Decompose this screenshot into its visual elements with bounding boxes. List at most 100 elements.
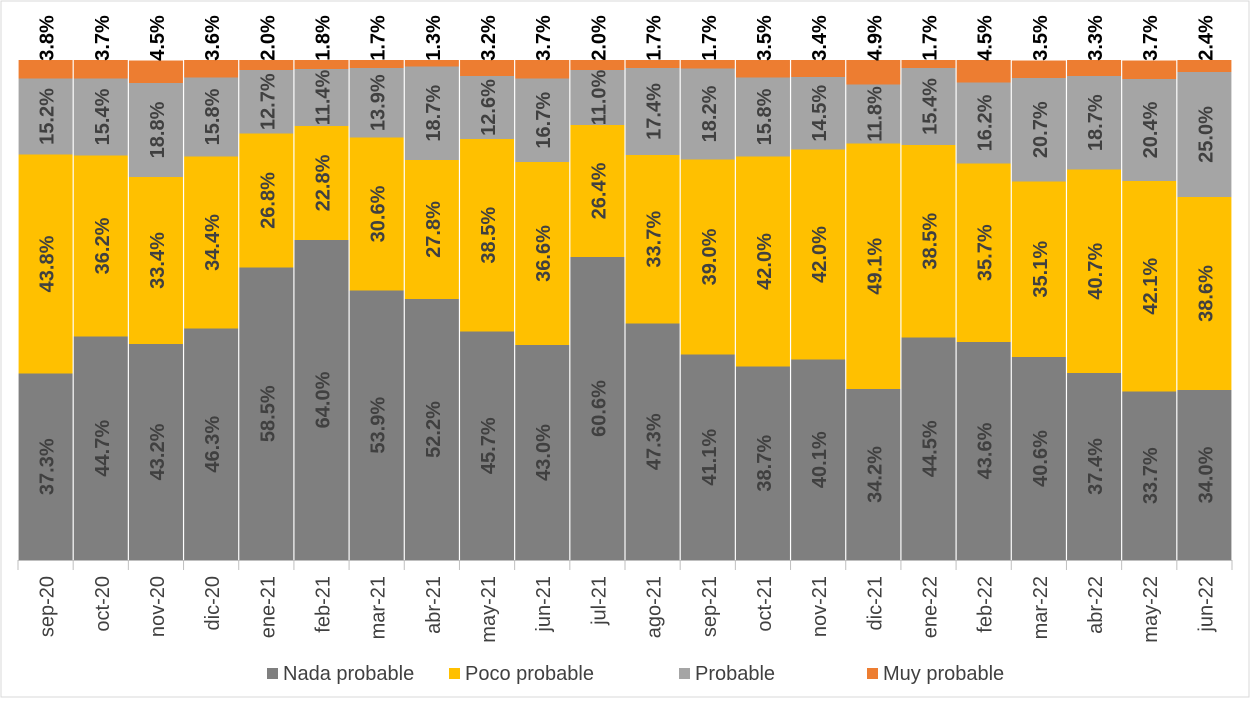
data-label-muy-probable: 4.5%: [147, 15, 169, 61]
bar-segment-muy-probable: [901, 60, 956, 68]
bar-segment-poco-probable: [901, 145, 956, 338]
bar-segment-probable: [1067, 76, 1122, 170]
data-label-poco-probable: 40.7%: [1085, 243, 1107, 300]
x-tick-label: mar-21: [368, 576, 390, 639]
x-tick-label: ene-21: [257, 576, 279, 638]
bar-segment-probable: [901, 68, 956, 145]
bar-segment-poco-probable: [791, 149, 846, 360]
legend-label: Probable: [695, 663, 775, 685]
bar-segment-nada-probable: [239, 267, 294, 560]
bar-segment-probable: [680, 68, 735, 160]
data-label-probable: 25.0%: [1195, 106, 1217, 163]
x-tick-label: dic-20: [202, 576, 224, 630]
data-label-muy-probable: 3.7%: [92, 15, 114, 61]
data-label-poco-probable: 35.1%: [1030, 241, 1052, 298]
x-tick-label: oct-21: [754, 576, 776, 632]
data-label-muy-probable: 3.7%: [533, 15, 555, 61]
bar-segment-muy-probable: [956, 60, 1011, 83]
data-label-nada-probable: 40.1%: [809, 431, 831, 488]
bar-segment-probable: [846, 84, 901, 144]
data-label-probable: 18.2%: [699, 85, 721, 142]
data-label-muy-probable: 3.5%: [1030, 15, 1052, 61]
data-label-probable: 15.2%: [37, 88, 59, 145]
data-label-poco-probable: 30.6%: [368, 185, 390, 242]
data-label-nada-probable: 43.6%: [975, 422, 997, 479]
data-label-poco-probable: 26.8%: [257, 172, 279, 229]
data-label-muy-probable: 2.0%: [588, 15, 610, 61]
bar-segment-probable: [184, 77, 239, 157]
x-tick-label: feb-21: [313, 576, 335, 633]
bar-segment-nada-probable: [846, 389, 901, 560]
bar-segment-nada-probable: [735, 366, 790, 560]
bar-segment-muy-probable: [404, 60, 459, 67]
data-label-muy-probable: 1.7%: [368, 15, 390, 61]
data-label-probable: 20.7%: [1030, 101, 1052, 158]
x-tick-label: dic-21: [864, 576, 886, 630]
data-label-poco-probable: 38.6%: [1195, 265, 1217, 322]
bar-segment-probable: [128, 83, 183, 177]
bar-segment-nada-probable: [294, 240, 349, 560]
data-label-poco-probable: 42.0%: [809, 226, 831, 283]
data-label-nada-probable: 37.3%: [37, 438, 59, 495]
x-tick-label: may-21: [478, 576, 500, 643]
x-tick-label: feb-22: [975, 576, 997, 633]
data-label-nada-probable: 34.0%: [1195, 446, 1217, 503]
bar-segment-probable: [239, 70, 294, 134]
bar-segment-nada-probable: [184, 328, 239, 560]
bar-segment-poco-probable: [1122, 181, 1177, 392]
x-tick-label: jun-21: [533, 576, 555, 633]
data-label-nada-probable: 53.9%: [368, 397, 390, 454]
bar-segment-muy-probable: [735, 60, 790, 78]
x-tick-label: oct-20: [92, 576, 114, 632]
x-tick-label: mar-22: [1030, 576, 1052, 639]
data-label-probable: 15.4%: [92, 88, 114, 145]
data-label-poco-probable: 42.0%: [754, 233, 776, 290]
bar-segment-nada-probable: [680, 354, 735, 560]
bar-segment-poco-probable: [956, 163, 1011, 342]
data-label-nada-probable: 37.4%: [1085, 438, 1107, 495]
data-label-poco-probable: 33.7%: [644, 211, 666, 268]
legend-item-probable: Probable: [679, 663, 775, 685]
bar-segment-probable: [73, 78, 128, 156]
data-label-nada-probable: 52.2%: [423, 401, 445, 458]
data-label-muy-probable: 4.9%: [864, 15, 886, 61]
data-label-poco-probable: 34.4%: [202, 214, 224, 271]
data-label-probable: 12.7%: [257, 73, 279, 130]
legend-swatch: [679, 668, 690, 679]
data-label-muy-probable: 3.2%: [478, 15, 500, 61]
bar-segment-muy-probable: [846, 60, 901, 85]
data-label-poco-probable: 33.4%: [147, 232, 169, 289]
bar-segment-probable: [791, 77, 846, 150]
bar-segment-nada-probable: [570, 257, 625, 560]
bar-segment-probable: [1122, 79, 1177, 181]
data-label-poco-probable: 35.7%: [975, 224, 997, 281]
x-tick-label: may-22: [1140, 576, 1162, 643]
data-label-nada-probable: 41.1%: [699, 429, 721, 486]
bar-segment-probable: [404, 66, 459, 160]
bar-segment-poco-probable: [570, 125, 625, 257]
bar-segment-muy-probable: [73, 60, 128, 79]
bars-layer: [18, 60, 1232, 560]
data-label-probable: 16.2%: [975, 94, 997, 151]
data-label-muy-probable: 3.4%: [809, 15, 831, 61]
bar-segment-probable: [1011, 78, 1066, 182]
legend: Nada probable Poco probable Probable Muy pr…: [267, 663, 1004, 685]
data-label-poco-probable: 27.8%: [423, 201, 445, 258]
x-tick-label: abr-21: [423, 576, 445, 634]
data-label-probable: 15.4%: [920, 78, 942, 135]
bar-segment-poco-probable: [1177, 197, 1232, 390]
bar-segment-poco-probable: [515, 162, 570, 345]
bar-segment-nada-probable: [128, 344, 183, 560]
bar-segment-muy-probable: [625, 60, 680, 68]
x-tick-label: jun-22: [1195, 576, 1217, 633]
bar-segment-poco-probable: [73, 155, 128, 337]
bar-segment-nada-probable: [18, 373, 73, 560]
data-label-nada-probable: 40.6%: [1030, 430, 1052, 487]
legend-label: Nada probable: [283, 663, 414, 685]
data-label-probable: 13.9%: [368, 74, 390, 131]
data-label-muy-probable: 4.5%: [975, 15, 997, 61]
bar-segment-poco-probable: [735, 156, 790, 367]
data-label-muy-probable: 3.7%: [1140, 15, 1162, 61]
x-tick-label: ene-22: [920, 576, 942, 638]
